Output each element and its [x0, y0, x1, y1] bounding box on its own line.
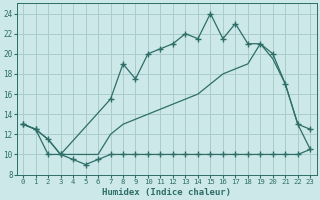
X-axis label: Humidex (Indice chaleur): Humidex (Indice chaleur) [102, 188, 231, 197]
